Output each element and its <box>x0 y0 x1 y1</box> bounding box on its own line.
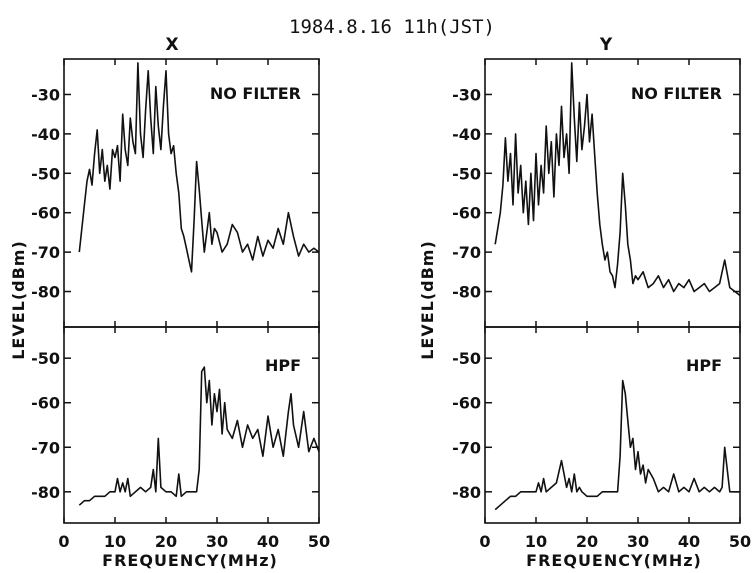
plot-x-top-series-line <box>78 62 320 273</box>
plot-y-top-annotation: NO FILTER <box>631 84 722 103</box>
plot-y-top-ytick-label: -50 <box>452 164 481 183</box>
plot-x-top-ytick-label: -50 <box>31 164 60 183</box>
panel-y: Y LEVEL(dBm) FREQUENCY(MHz) <box>418 35 702 570</box>
panel-x-ylabel: LEVEL(dBm) <box>9 240 28 360</box>
plot-y-bottom-xtick-label: 10 <box>525 532 547 551</box>
plot-y-bottom-annotation: HPF <box>686 356 722 375</box>
plot-x-bottom-xtick-label: 10 <box>104 532 126 551</box>
panel-x-letter: X <box>165 35 178 55</box>
plot-x-top-ytick-label: -70 <box>31 243 60 262</box>
plot-y-bottom-ytick-label: -50 <box>452 349 481 368</box>
plot-y-bottom-ytick-label: -60 <box>452 394 481 413</box>
plot-x-top-annotation: NO FILTER <box>210 84 301 103</box>
plot-x-top-ytick-label: -80 <box>31 283 60 302</box>
plot-x-bottom-annotation: HPF <box>265 356 301 375</box>
plot-y-bottom: -50 -60 -70 -80 0 10 20 30 40 50 HPF <box>452 326 751 551</box>
plot-y-top-ytick-label: -40 <box>452 125 481 144</box>
plot-y-bottom-frame <box>484 326 741 524</box>
plot-x-top-ytick-label: -30 <box>31 85 60 104</box>
plot-x-bottom-xtick-label: 40 <box>257 532 279 551</box>
figure-title: 1984.8.16 11h(JST) <box>289 16 495 38</box>
plot-x-bottom-xtick-label: 20 <box>155 532 177 551</box>
plot-y-bottom-ytick-label: -80 <box>452 483 481 502</box>
plot-x-bottom: -50 -60 -70 -80 0 10 20 30 40 50 HPF <box>31 326 330 551</box>
plot-y-bottom-xtick-label: 50 <box>729 532 751 551</box>
plot-y-top-ytick-label: -60 <box>452 204 481 223</box>
plot-x-bottom-xtick-label: 0 <box>58 532 69 551</box>
plot-y-top-ytick-label: -30 <box>452 85 481 104</box>
plot-x-bottom-series-line <box>78 366 320 506</box>
plot-x-bottom-ytick-label: -80 <box>31 483 60 502</box>
plot-x-bottom-ytick-label: -70 <box>31 438 60 457</box>
plot-y-top-series-line <box>494 62 741 297</box>
panel-y-xlabel: FREQUENCY(MHz) <box>526 551 702 570</box>
plot-x-bottom-frame <box>63 326 320 524</box>
plot-y-bottom-xtick-label: 0 <box>479 532 490 551</box>
plot-x-top-ytick-label: -60 <box>31 204 60 223</box>
plot-y-bottom-xtick-label: 40 <box>678 532 700 551</box>
plot-y-bottom-xtick-label: 20 <box>576 532 598 551</box>
plot-y-top-ytick-label: -80 <box>452 283 481 302</box>
plot-y-bottom-xtick-label: 30 <box>627 532 649 551</box>
plot-y-top-ytick-label: -70 <box>452 243 481 262</box>
panel-x-xlabel: FREQUENCY(MHz) <box>102 551 278 570</box>
plot-x-top: -30 -40 -50 -60 -70 -80 NO FILTER <box>31 58 320 328</box>
plot-x-bottom-ytick-label: -60 <box>31 394 60 413</box>
panel-y-ylabel: LEVEL(dBm) <box>418 240 437 360</box>
plot-x-bottom-xtick-label: 50 <box>308 532 330 551</box>
plot-x-bottom-ytick-label: -50 <box>31 349 60 368</box>
plot-x-bottom-xtick-label: 30 <box>206 532 228 551</box>
panel-y-letter: Y <box>599 35 613 55</box>
plot-y-bottom-series-line <box>494 379 740 511</box>
plot-y-top: -30 -40 -50 -60 -70 -80 NO FILTER <box>452 58 741 328</box>
panel-x: X LEVEL(dBm) FREQUENCY(MHz) <box>9 35 278 570</box>
plot-x-top-ytick-label: -40 <box>31 125 60 144</box>
plot-y-bottom-ytick-label: -70 <box>452 438 481 457</box>
